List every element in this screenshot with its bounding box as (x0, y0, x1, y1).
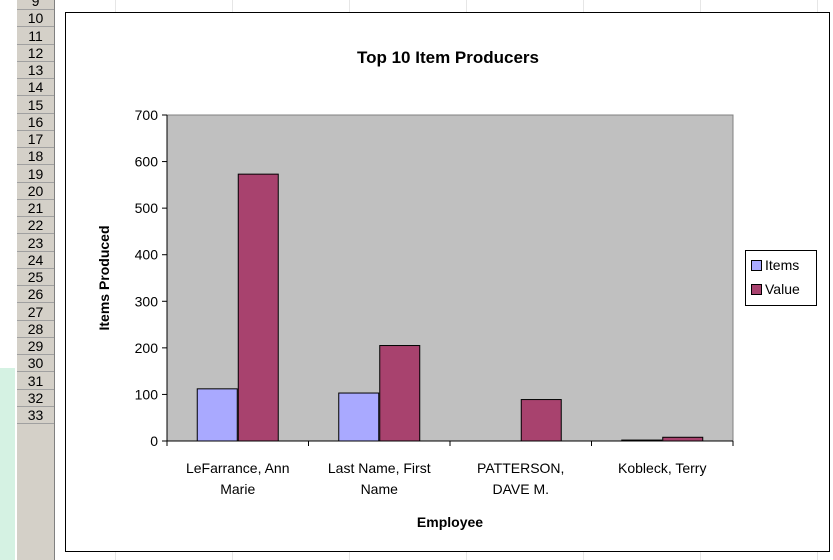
bar-value[interactable] (379, 345, 421, 442)
row-header[interactable]: 18 (17, 148, 54, 166)
bar-value[interactable] (520, 399, 562, 442)
row-header[interactable]: 25 (17, 269, 54, 286)
bar-series (196, 173, 704, 442)
y-tick-label: 700 (135, 107, 159, 123)
row-header[interactable]: 21 (17, 200, 54, 217)
x-tick-label: LeFarrance, Ann (186, 460, 290, 476)
row-header[interactable]: 23 (17, 235, 54, 252)
bar-value[interactable] (237, 173, 279, 442)
row-header[interactable]: 30 (17, 355, 54, 373)
row-header[interactable]: 32 (17, 390, 54, 407)
x-tick-label: Kobleck, Terry (618, 460, 706, 476)
legend-swatch-items (751, 259, 762, 271)
chart-object[interactable]: Top 10 Item Producers 0 100 200 300 400 500 60… (65, 12, 830, 552)
chart-title[interactable]: Top 10 Item Producers (357, 48, 539, 67)
row-headers: 9 10 11 12 13 14 15 16 17 18 19 20 21 22 23 24 25 26 27 28 2… (17, 0, 55, 560)
y-tick-label: 400 (135, 247, 159, 263)
row-header[interactable]: 12 (17, 45, 54, 62)
x-axis-title[interactable]: Employee (417, 514, 483, 530)
legend-label-items: Items (765, 257, 800, 273)
row-header[interactable]: 26 (17, 286, 54, 304)
chart-legend[interactable]: Items Value (745, 250, 817, 306)
legend-item-value: Value (751, 280, 800, 298)
y-tick-label: 200 (135, 340, 159, 356)
row-header[interactable]: 16 (17, 114, 54, 131)
row-header[interactable]: 11 (17, 28, 54, 45)
row-header[interactable]: 14 (17, 79, 54, 97)
legend-label-value: Value (765, 281, 800, 297)
row-header[interactable]: 31 (17, 373, 54, 390)
row-header[interactable]: 17 (17, 131, 54, 148)
row-header[interactable]: 15 (17, 97, 54, 114)
row-header[interactable]: 24 (17, 252, 54, 269)
row-header[interactable]: 10 (17, 10, 54, 28)
y-axis: 0 100 200 300 400 500 600 700 (135, 107, 168, 449)
bar-items[interactable] (196, 388, 238, 442)
row-header[interactable]: 13 (17, 62, 54, 79)
x-tick-label: Marie (220, 481, 255, 497)
row-header[interactable]: 19 (17, 166, 54, 183)
row-header[interactable]: 33 (17, 407, 54, 424)
task-pane-strip (0, 368, 15, 560)
x-axis: LeFarrance, Ann Marie Last Name, First Name… (166, 440, 734, 497)
x-tick-label: DAVE M. (492, 481, 549, 497)
row-header[interactable]: 9 (17, 0, 54, 10)
x-tick-label: PATTERSON, (477, 460, 564, 476)
x-tick-label: Last Name, First (328, 460, 431, 476)
y-tick-label: 300 (135, 293, 159, 309)
legend-item-items: Items (751, 256, 799, 274)
row-header[interactable]: 22 (17, 217, 54, 235)
y-axis-title[interactable]: Items Produced (96, 225, 112, 330)
bar-items[interactable] (338, 392, 380, 442)
row-header[interactable]: 27 (17, 304, 54, 321)
bar-chart: Top 10 Item Producers 0 100 200 300 400 500 60… (96, 48, 734, 530)
legend-swatch-value (751, 283, 762, 295)
bar-value[interactable] (662, 436, 704, 442)
row-header[interactable]: 29 (17, 338, 54, 355)
x-tick-label: Name (361, 481, 399, 497)
y-tick-label: 500 (135, 200, 159, 216)
y-tick-label: 100 (135, 386, 159, 402)
row-header[interactable]: 20 (17, 183, 54, 200)
bar-items[interactable] (621, 439, 663, 442)
y-tick-label: 0 (150, 433, 158, 449)
row-header[interactable]: 28 (17, 321, 54, 338)
y-tick-label: 600 (135, 154, 159, 170)
